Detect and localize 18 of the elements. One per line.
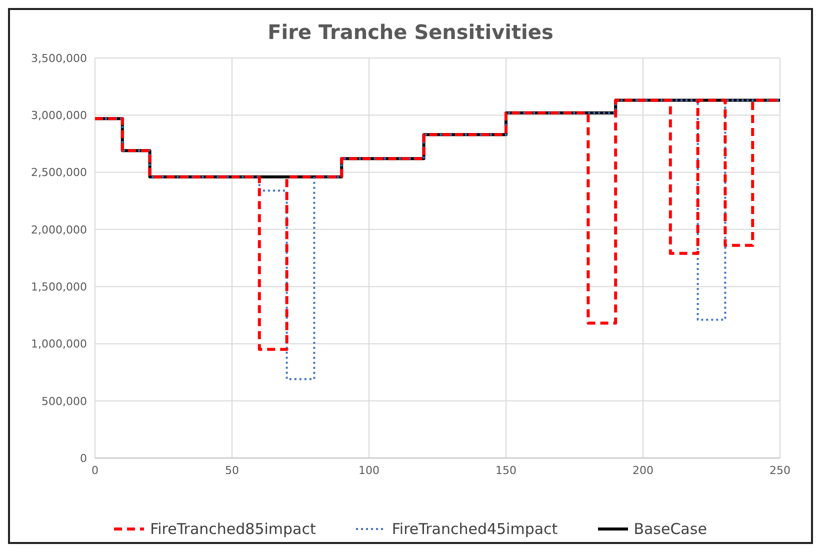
y-tick-label: 1,000,000 <box>31 338 87 351</box>
legend-label: FireTranched85impact <box>150 520 316 538</box>
y-tick-label: 0 <box>80 452 87 465</box>
legend-label: FireTranched45impact <box>392 520 558 538</box>
x-tick-label: 150 <box>496 464 516 477</box>
x-tick-label: 50 <box>225 464 239 477</box>
y-tick-label: 3,000,000 <box>31 109 87 122</box>
x-tick-label: 250 <box>770 464 790 477</box>
y-tick-label: 2,000,000 <box>31 223 87 236</box>
y-tick-label: 500,000 <box>42 394 87 408</box>
y-tick-label: 2,500,000 <box>31 166 87 180</box>
y-tick-label: 3,500,000 <box>31 52 87 65</box>
legend-label: BaseCase <box>634 520 707 538</box>
x-tick-label: 200 <box>632 464 654 477</box>
y-tick-label: 1,500,000 <box>31 280 87 294</box>
x-tick-label: 0 <box>92 464 98 477</box>
chart-title: Fire Tranche Sensitivities <box>266 19 554 46</box>
x-tick-label: 100 <box>358 464 380 477</box>
